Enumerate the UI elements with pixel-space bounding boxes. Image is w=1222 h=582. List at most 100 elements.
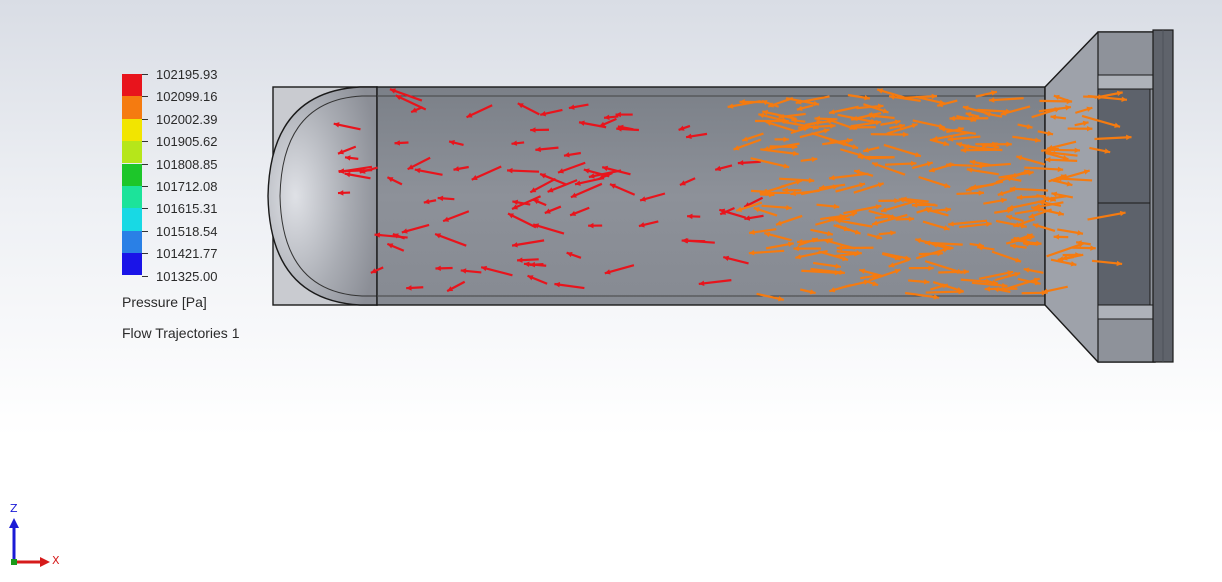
- flow-arrow: [679, 177, 696, 186]
- flow-arrow: [588, 169, 622, 179]
- flow-arrow: [945, 162, 981, 168]
- flow-arrow: [966, 167, 999, 176]
- color-segment: [122, 230, 142, 253]
- flow-arrow: [374, 232, 408, 239]
- flow-arrow: [956, 141, 985, 151]
- flow-arrow: [835, 182, 866, 193]
- flow-arrow: [863, 103, 889, 114]
- legend-tick-label: 101615.31: [156, 201, 218, 217]
- flow-arrow: [557, 161, 586, 174]
- flow-arrow: [568, 103, 589, 110]
- flow-arrow: [881, 252, 901, 261]
- flow-arrow: [811, 132, 849, 146]
- flow-arrow: [864, 279, 879, 287]
- flow-arrow: [588, 222, 603, 229]
- flow-arrow: [979, 143, 1000, 150]
- flow-arrow: [969, 242, 985, 248]
- flow-arrow: [1007, 199, 1046, 211]
- flow-arrow: [1046, 140, 1077, 151]
- flow-arrow: [735, 201, 763, 212]
- legend-tick-mark: [142, 275, 148, 277]
- flow-arrow: [1046, 242, 1085, 258]
- flow-arrow: [956, 115, 977, 123]
- flow-arrow: [871, 213, 908, 226]
- flow-arrow: [1000, 105, 1031, 116]
- color-segment: [122, 74, 142, 97]
- flow-arrow: [823, 238, 856, 250]
- flow-arrow: [507, 212, 537, 229]
- flow-arrow: [453, 165, 469, 172]
- flow-arrow: [862, 146, 880, 153]
- flow-arrow: [859, 268, 884, 278]
- flow-arrow: [1010, 238, 1030, 245]
- flow-arrow: [544, 205, 562, 215]
- flow-arrow: [714, 164, 733, 172]
- flow-arrow: [834, 251, 860, 258]
- flow-arrow: [837, 113, 877, 125]
- flow-arrow: [1015, 233, 1034, 242]
- flow-arrow: [386, 176, 403, 186]
- flow-arrow: [437, 195, 455, 202]
- z-axis-label: Z: [10, 502, 18, 515]
- flow-arrow: [867, 233, 883, 240]
- flow-arrow: [1023, 267, 1044, 274]
- flow-arrow: [799, 128, 830, 139]
- legend-tick-label: 102195.93: [156, 67, 218, 82]
- flow-arrow: [1043, 195, 1067, 202]
- flow-arrow: [511, 195, 542, 211]
- flow-arrow: [1010, 243, 1027, 249]
- flow-arrow: [578, 120, 607, 129]
- flow-arrow: [678, 124, 691, 131]
- flow-arrow: [1094, 134, 1132, 141]
- flow-arrow: [517, 257, 539, 263]
- flow-arrow: [962, 105, 992, 116]
- flow-arrow: [1053, 234, 1069, 240]
- flow-arrow: [839, 148, 865, 158]
- flow-arrow: [1075, 106, 1093, 114]
- color-segment: [122, 118, 142, 141]
- flow-arrow: [924, 260, 963, 274]
- flow-arrow: [1017, 123, 1033, 130]
- legend-tick-mark: [142, 208, 148, 210]
- flow-arrow: [929, 138, 950, 147]
- flow-arrow: [750, 157, 790, 169]
- flow-arrow: [446, 280, 466, 293]
- flow-arrow: [814, 115, 838, 122]
- flow-arrow: [386, 242, 405, 252]
- flow-arrow: [765, 241, 794, 250]
- flow-arrow: [529, 261, 544, 268]
- legend-tick-mark: [142, 186, 148, 187]
- flow-arrow: [918, 250, 943, 257]
- flow-arrow: [1051, 191, 1074, 199]
- flow-arrow: [407, 156, 431, 171]
- flow-arrow: [423, 198, 437, 205]
- flow-arrow: [471, 165, 502, 181]
- flow-arrow: [922, 220, 950, 231]
- flow-arrow: [795, 95, 830, 105]
- flow-arrow: [1016, 155, 1046, 166]
- flow-arrow: [1050, 147, 1081, 154]
- flow-arrow: [741, 132, 764, 142]
- flow-arrow: [1044, 157, 1078, 163]
- flow-arrow: [886, 123, 918, 135]
- flow-arrow: [604, 264, 635, 275]
- flow-arrow: [529, 177, 557, 194]
- flow-arrow: [511, 239, 545, 248]
- flow-arrow: [975, 90, 998, 98]
- flow-arrow: [1003, 277, 1041, 291]
- flow-arrow: [406, 285, 424, 291]
- flow-arrow: [414, 167, 443, 176]
- flow-arrow: [833, 224, 850, 232]
- flow-arrow: [566, 251, 582, 259]
- flow-arrow: [1072, 245, 1096, 251]
- flow-arrow: [394, 140, 409, 146]
- flow-arrow: [800, 288, 816, 295]
- flow-arrow: [938, 269, 969, 275]
- flow-arrow: [885, 160, 917, 167]
- flow-arrow: [918, 175, 951, 189]
- flow-arrow: [554, 282, 585, 290]
- flow-arrow: [912, 161, 934, 170]
- flow-arrow: [682, 238, 715, 244]
- color-scale-bar: [122, 74, 142, 276]
